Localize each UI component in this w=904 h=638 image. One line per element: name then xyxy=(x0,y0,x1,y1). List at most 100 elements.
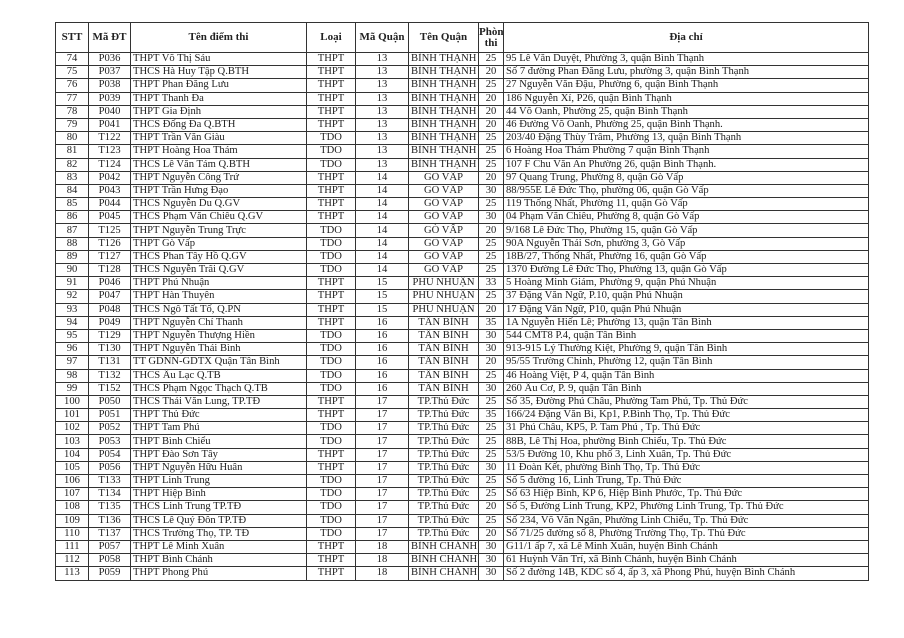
cell-ma-dt: P047 xyxy=(88,289,131,304)
cell-phong-thi: 20 xyxy=(478,65,504,80)
cell-ten-diem-thi: THPT Bình Chiểu xyxy=(130,434,307,449)
cell-ten-quan: BÌNH THẠNH xyxy=(408,144,479,159)
cell-dia-chi: 88/955E Lê Đức Thọ, phường 06, quận Gò V… xyxy=(503,183,869,199)
cell-phong-thi: 25 xyxy=(478,394,504,410)
cell-ma-dt: P051 xyxy=(88,408,131,423)
cell-stt: 106 xyxy=(55,473,89,489)
cell-stt: 75 xyxy=(55,65,89,80)
cell-ten-diem-thi: THPT Phan Đăng Lưu xyxy=(130,78,307,93)
cell-ten-quan: TÂN BÌNH xyxy=(408,368,479,383)
header-ten-diem-thi: Tên điểm thi xyxy=(130,22,307,53)
cell-ma-quan: 17 xyxy=(355,513,409,528)
cell-ten-diem-thi: THCS Phạm Văn Chiêu Q.GV xyxy=(130,210,307,225)
cell-phong-thi: 25 xyxy=(478,421,504,436)
cell-ten-diem-thi: THPT Nguyễn Trung Trực xyxy=(130,223,307,238)
cell-loai: TDO xyxy=(306,342,356,357)
cell-phong-thi: 25 xyxy=(478,487,504,502)
cell-ma-dt: P038 xyxy=(88,78,131,93)
table-row: 100 P050 THCS Thái Văn Lung, TP.TĐ THPT 17 TP… xyxy=(55,394,869,410)
cell-ten-diem-thi: THPT Linh Trung xyxy=(130,473,307,489)
cell-ten-quan: TÂN BÌNH xyxy=(408,328,479,344)
cell-dia-chi: 88B, Lê Thị Hoa, phường Bình Chiểu, Tp. … xyxy=(503,434,869,449)
cell-ten-quan: BÌNH CHÁNH xyxy=(408,566,479,581)
table-row: 94 P049 THPT Nguyễn Chí Thanh THPT 16 TÂN BÌN… xyxy=(55,315,869,330)
cell-phong-thi: 25 xyxy=(478,289,504,304)
cell-loai: TDO xyxy=(306,131,356,146)
cell-ten-diem-thi: THPT Lê Minh Xuân xyxy=(130,539,307,555)
cell-ten-quan: BÌNH CHÁNH xyxy=(408,539,479,555)
cell-ten-quan: PHÚ NHUẬN xyxy=(408,302,479,317)
cell-ma-quan: 13 xyxy=(355,157,409,172)
cell-ma-quan: 17 xyxy=(355,487,409,502)
cell-phong-thi: 25 xyxy=(478,78,504,93)
cell-loai: TDO xyxy=(306,487,356,502)
table-row: 93 P048 THCS Ngô Tất Tố, Q.PN THPT 15 PHÚ NHU… xyxy=(55,302,869,317)
cell-ma-quan: 18 xyxy=(355,539,409,555)
cell-ten-quan: BÌNH THẠNH xyxy=(408,104,479,119)
table-row: 103 P053 THPT Bình Chiểu TDO 17 TP.Thủ Đức 25 8… xyxy=(55,434,869,449)
cell-ten-diem-thi: THPT Hàn Thuyên xyxy=(130,289,307,304)
cell-ten-quan: TÂN BÌNH xyxy=(408,355,479,370)
cell-loai: THPT xyxy=(306,104,356,119)
cell-dia-chi: G11/1 ấp 7, xã Lê Minh Xuân, huyện Bình … xyxy=(503,539,869,555)
cell-ma-quan: 16 xyxy=(355,368,409,383)
cell-stt: 77 xyxy=(55,91,89,106)
cell-ten-quan: TÂN BÌNH xyxy=(408,342,479,357)
cell-phong-thi: 30 xyxy=(478,183,504,199)
cell-ten-diem-thi: THPT Thanh Đa xyxy=(130,91,307,106)
cell-stt: 108 xyxy=(55,500,89,515)
cell-phong-thi: 33 xyxy=(478,276,504,291)
table-row: 106 T133 THPT Linh Trung TDO 17 TP.Thủ Đức 25 S… xyxy=(55,473,869,489)
cell-ten-diem-thi: THPT Gia Định xyxy=(130,104,307,119)
cell-stt: 98 xyxy=(55,368,89,383)
cell-loai: THPT xyxy=(306,394,356,410)
cell-phong-thi: 30 xyxy=(478,460,504,476)
cell-phong-thi: 25 xyxy=(478,157,504,172)
table-row: 78 P040 THPT Gia Định THPT 13 BÌNH THẠNH 20 44 … xyxy=(55,104,869,119)
cell-ma-quan: 14 xyxy=(355,262,409,278)
cell-ma-dt: T127 xyxy=(88,249,131,265)
cell-dia-chi: 6 Hoàng Hoa Thám Phường 7 quận Bình Thạn… xyxy=(503,144,869,159)
cell-stt: 88 xyxy=(55,236,89,251)
table-row: 101 P051 THPT Thủ Đức THPT 17 TP.Thủ Đức 35 166… xyxy=(55,408,869,423)
cell-loai: TDO xyxy=(306,421,356,436)
cell-ten-diem-thi: THPT Nguyễn Chí Thanh xyxy=(130,315,307,330)
cell-ten-diem-thi: THCS Thái Văn Lung, TP.TĐ xyxy=(130,394,307,410)
cell-phong-thi: 30 xyxy=(478,210,504,225)
cell-ma-dt: P058 xyxy=(88,553,131,568)
cell-dia-chi: 18B/27, Thống Nhất, Phường 16, quận Gò V… xyxy=(503,249,869,265)
cell-phong-thi: 25 xyxy=(478,368,504,383)
cell-ma-quan: 13 xyxy=(355,78,409,93)
cell-loai: THPT xyxy=(306,566,356,581)
cell-loai: THPT xyxy=(306,289,356,304)
cell-ten-diem-thi: THPT Đào Sơn Tây xyxy=(130,447,307,462)
cell-stt: 101 xyxy=(55,408,89,423)
cell-stt: 80 xyxy=(55,131,89,146)
cell-ten-quan: TP.Thủ Đức xyxy=(408,408,479,423)
table-row: 96 T130 THPT Nguyễn Thái Bình TDO 16 TÂN BÌNH… xyxy=(55,342,869,357)
cell-stt: 99 xyxy=(55,381,89,396)
cell-ma-dt: P040 xyxy=(88,104,131,119)
header-phong-thi: Phòng thi xyxy=(478,22,504,53)
cell-ten-quan: TP.Thủ Đức xyxy=(408,434,479,449)
cell-phong-thi: 30 xyxy=(478,553,504,568)
cell-ten-diem-thi: THCS Hà Huy Tập Q.BTH xyxy=(130,65,307,80)
cell-stt: 102 xyxy=(55,421,89,436)
cell-ten-quan: GÒ VẤP xyxy=(408,262,479,278)
cell-ten-diem-thi: THPT Gò Vấp xyxy=(130,236,307,251)
cell-ten-quan: GÒ VẤP xyxy=(408,197,479,212)
table-row: 76 P038 THPT Phan Đăng Lưu THPT 13 BÌNH THẠNH… xyxy=(55,78,869,93)
cell-dia-chi: 186 Nguyễn Xí, P26, quận Bình Thạnh xyxy=(503,91,869,106)
cell-ten-diem-thi: THCS Ngô Tất Tố, Q.PN xyxy=(130,302,307,317)
cell-ma-dt: P045 xyxy=(88,210,131,225)
cell-ten-diem-thi: THCS Âu Lạc Q.TB xyxy=(130,368,307,383)
cell-loai: THPT xyxy=(306,408,356,423)
cell-ma-dt: P048 xyxy=(88,302,131,317)
table-row: 90 T128 THCS Nguyễn Trãi Q.GV TDO 14 GÒ VẤP 25… xyxy=(55,262,869,278)
cell-ma-dt: P039 xyxy=(88,91,131,106)
cell-ten-diem-thi: THPT Phong Phú xyxy=(130,566,307,581)
cell-phong-thi: 30 xyxy=(478,539,504,555)
cell-ten-quan: TP.Thủ Đức xyxy=(408,526,479,541)
cell-phong-thi: 35 xyxy=(478,315,504,330)
cell-loai: THPT xyxy=(306,51,356,67)
